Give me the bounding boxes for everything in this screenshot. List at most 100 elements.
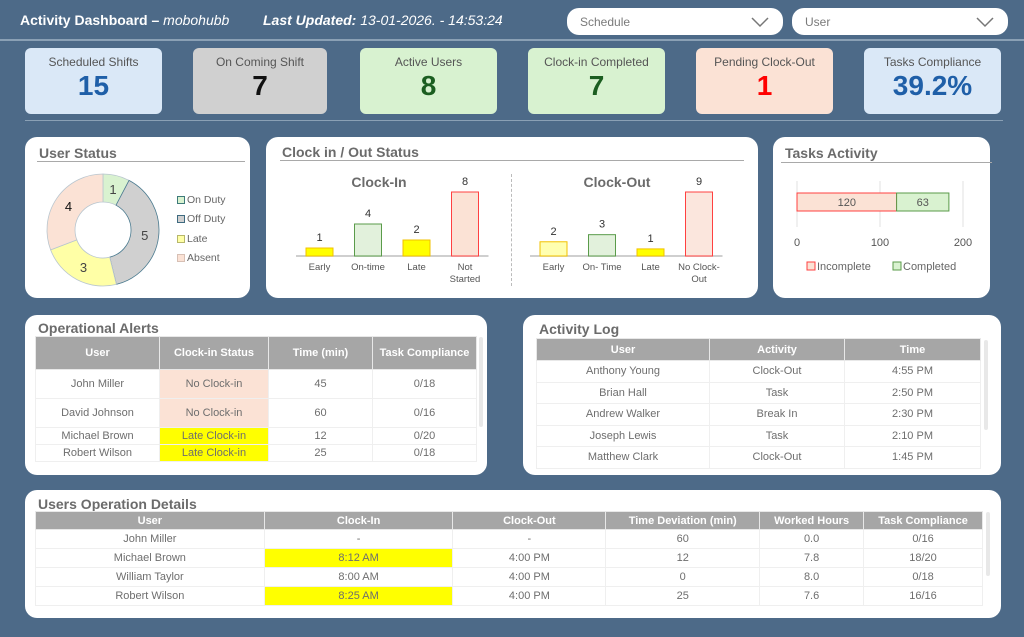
bar-data-label: 2 xyxy=(413,224,419,236)
cell-user: John Miller xyxy=(35,369,160,399)
details-scrollbar[interactable] xyxy=(986,512,990,576)
cell-time: 60 xyxy=(268,398,373,428)
details-row[interactable]: Michael Brown 8:12 AM 4:00 PM 12 7.8 18/20 xyxy=(35,548,983,568)
cell-task-compliance: 18/20 xyxy=(863,548,983,568)
donut-slice-off-duty xyxy=(109,179,160,285)
cell-clock-out: 4:00 PM xyxy=(452,548,607,568)
cell-task-compliance: 0/16 xyxy=(863,529,983,549)
kpi-card-pending-clock-out: Pending Clock-Out 1 xyxy=(696,48,833,114)
kpi-value: 1 xyxy=(756,70,773,101)
x-tick-label: 200 xyxy=(954,237,972,249)
bar-data-label: 3 xyxy=(599,219,605,231)
last-updated-label: Last Updated: xyxy=(263,12,357,28)
operation-details-table-wrap: User Clock-In Clock-Out Time Deviation (min… xyxy=(35,511,983,606)
kpi-value: 15 xyxy=(77,70,110,101)
log-row[interactable]: Andrew Walker Break In 2:30 PM xyxy=(536,403,981,426)
operation-details-panel: Users Operation Details User Clock-In Cloc… xyxy=(25,490,1001,618)
log-row[interactable]: Matthew Clark Clock-Out 1:45 PM xyxy=(536,446,981,469)
column-header[interactable]: Clock-Out xyxy=(452,511,607,530)
chevron-down-icon xyxy=(751,16,769,27)
donut-data-label: 4 xyxy=(65,199,72,214)
column-header[interactable]: Clock-in Status xyxy=(159,336,269,370)
kpi-label: On Coming Shift xyxy=(215,55,305,69)
cell-user: William Taylor xyxy=(35,567,265,587)
operational-alerts-panel: Operational Alerts User Clock-in Status Ti… xyxy=(25,315,487,475)
cell-task-compliance: 16/16 xyxy=(863,586,983,606)
column-header[interactable]: Activity xyxy=(709,338,845,361)
cell-time-deviation: 12 xyxy=(605,548,761,568)
title-underline xyxy=(280,160,744,161)
kpi-value: 39.2% xyxy=(892,70,973,101)
legend-swatch xyxy=(892,261,902,271)
cell-time-deviation: 25 xyxy=(605,586,761,606)
cell-clock-in: 8:25 AM xyxy=(263,586,454,606)
cell-worked-hours: 7.8 xyxy=(759,548,865,568)
kpi-card-clock-in-completed: Clock-in Completed 7 xyxy=(528,48,665,114)
column-header[interactable]: User xyxy=(536,338,710,361)
operational-alerts-title: Operational Alerts xyxy=(38,320,159,336)
last-updated: Last Updated: 13-01-2026. - 14:53:24 xyxy=(263,12,503,28)
cell-user: Matthew Clark xyxy=(536,446,710,469)
x-tick-label: Late xyxy=(641,262,660,273)
details-row[interactable]: John Miller - -60 0.0 0/16 xyxy=(35,529,983,549)
column-header[interactable]: Clock-In xyxy=(263,511,454,530)
bar-data-label: 2 xyxy=(550,226,556,238)
operation-details-table: User Clock-In Clock-Out Time Deviation (min… xyxy=(35,511,983,606)
bar-late xyxy=(402,239,431,257)
details-row[interactable]: Robert Wilson 8:25 AM 4:00 PM 25 7.6 16/16 xyxy=(35,586,983,606)
details-row[interactable]: William Taylor 8:00 AM 4:00 PM 0 8.0 0/18 xyxy=(35,567,983,587)
x-tick-label: Early xyxy=(543,262,565,273)
cell-time-deviation: 60 xyxy=(605,529,761,549)
alerts-scrollbar[interactable] xyxy=(479,337,483,427)
column-header[interactable]: Worked Hours xyxy=(759,511,865,530)
alert-row[interactable]: Robert Wilson Late Clock-in 25 0/18 xyxy=(35,444,477,462)
bar-not-started xyxy=(451,191,479,257)
x-tick-label: 100 xyxy=(871,237,889,249)
activity-log-title: Activity Log xyxy=(539,321,620,337)
column-header[interactable]: Time xyxy=(844,338,981,361)
log-row[interactable]: Anthony Young Clock-Out 4:55 PM xyxy=(536,360,981,383)
cell-clock-in: 8:12 AM xyxy=(263,548,454,568)
column-header[interactable]: Task Compliance xyxy=(863,511,983,530)
log-row[interactable]: Brian Hall Task 2:50 PM xyxy=(536,381,981,404)
donut-data-label: 1 xyxy=(109,182,116,197)
x-tick-label: 0 xyxy=(794,237,800,249)
column-header[interactable]: User xyxy=(35,511,265,530)
user-filter-dropdown[interactable]: User xyxy=(792,8,1008,35)
cell-user: Brian Hall xyxy=(536,381,710,404)
bar-early xyxy=(539,241,568,257)
cell-clock-in-status: No Clock-in xyxy=(159,398,269,428)
legend-item-absent: Absent xyxy=(177,249,226,269)
activity-log-table: User Activity Time Anthony Young Clock-Out 4… xyxy=(536,338,981,469)
bar-chart-title: Clock-Out xyxy=(584,174,651,190)
legend-item-on-duty: On Duty xyxy=(177,190,226,210)
log-row[interactable]: Joseph Lewis Task 2:10 PM xyxy=(536,424,981,447)
bar-no-clock-out xyxy=(685,191,713,257)
activity-log-panel: Activity Log User Activity Time Anthony Yo… xyxy=(523,315,1001,475)
alert-row[interactable]: David Johnson No Clock-in 60 0/16 xyxy=(35,398,477,428)
log-scrollbar[interactable] xyxy=(984,340,988,430)
legend-item-late: Late xyxy=(177,229,226,249)
column-header[interactable]: Time Deviation (min) xyxy=(605,511,761,530)
column-header[interactable]: Task Compliance xyxy=(372,336,477,370)
cell-activity: Clock-Out xyxy=(709,446,845,469)
alert-row[interactable]: John Miller No Clock-in 45 0/18 xyxy=(35,369,477,399)
cell-activity: Task xyxy=(709,424,845,447)
cell-compliance: 0/18 xyxy=(372,444,477,462)
column-header[interactable]: User xyxy=(35,336,160,370)
cell-user: Joseph Lewis xyxy=(536,424,710,447)
schedule-filter-dropdown[interactable]: Schedule xyxy=(567,8,783,35)
alert-row[interactable]: Michael Brown Late Clock-in 12 0/20 xyxy=(35,427,477,445)
legend-swatch xyxy=(177,215,185,224)
x-tick-label: On-time xyxy=(351,262,385,273)
bar-data-label: 1 xyxy=(647,233,653,245)
cell-clock-in-status: No Clock-in xyxy=(159,369,269,399)
cell-task-compliance: 0/18 xyxy=(863,567,983,587)
cell-clock-in: - xyxy=(263,529,454,549)
column-header[interactable]: Time (min) xyxy=(268,336,373,370)
clock-status-title: Clock in / Out Status xyxy=(282,144,419,160)
cell-user: David Johnson xyxy=(35,398,160,428)
cell-compliance: 0/16 xyxy=(372,398,477,428)
user-filter-label: User xyxy=(805,14,831,29)
x-tick-label: Late xyxy=(407,262,426,273)
